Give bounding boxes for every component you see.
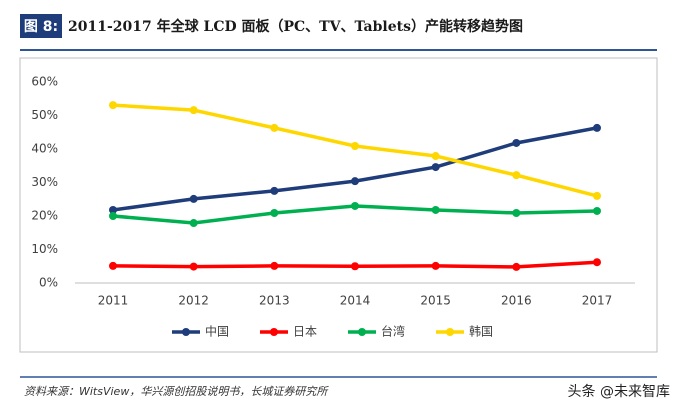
data-point [593,123,601,132]
data-point [270,261,279,270]
data-point [109,261,117,270]
data-point [431,205,440,214]
figure-label: 图 8: [24,19,58,35]
data-point [512,262,521,271]
data-point [512,171,521,180]
data-point [351,141,359,150]
chart-frame [19,57,658,353]
x-tick-label: 2013 [259,294,290,308]
source: 资料来源：WitsView，华兴源创招股说明书，长城证券研究所 [24,385,329,398]
data-point [431,163,440,172]
y-tick-label: 10% [31,242,58,256]
x-tick-label: 2014 [340,294,371,308]
x-tick-label: 2015 [420,294,451,308]
data-point [593,206,601,215]
watermark: 头条 @未来智库 [568,383,670,400]
y-tick-label: 40% [31,142,58,156]
y-tick-label: 50% [31,108,58,122]
legend-marker [358,328,366,336]
legend-marker [446,328,454,336]
data-point [109,101,117,110]
label-box [20,14,62,38]
legend-marker [270,328,278,336]
data-point [431,261,440,270]
data-point [593,258,601,267]
data-point [270,186,279,195]
data-point [270,123,279,132]
x-tick-label: 2011 [98,294,129,308]
x-tick-label: 2012 [178,294,209,308]
data-point [431,152,440,161]
data-point [189,262,198,271]
x-tick-label: 2016 [501,294,532,308]
data-point [512,208,521,217]
data-point [512,138,521,147]
data-point [351,177,359,186]
data-point [189,219,198,228]
legend-label: 日本 [293,325,317,339]
legend-label: 韩国 [469,324,493,339]
y-tick-label: 60% [31,75,58,89]
chart-title: 2011-2017 年全球 LCD 面板（PC、TV、Tablets）产能转移趋… [68,18,523,35]
data-point [351,262,359,271]
y-tick-label: 30% [31,175,58,189]
series-line [112,126,598,212]
data-point [593,191,601,200]
y-tick-label: 20% [31,209,58,223]
legend-label: 台湾 [381,324,405,339]
y-tick-label: 0% [39,276,58,290]
data-point [189,194,198,203]
data-point [189,106,198,115]
legend-marker [182,328,190,336]
legend-label: 中国 [205,324,229,339]
data-point [270,208,279,217]
x-tick-label: 2017 [582,294,613,308]
data-point [109,205,117,214]
data-point [109,212,117,220]
data-point [351,201,359,210]
